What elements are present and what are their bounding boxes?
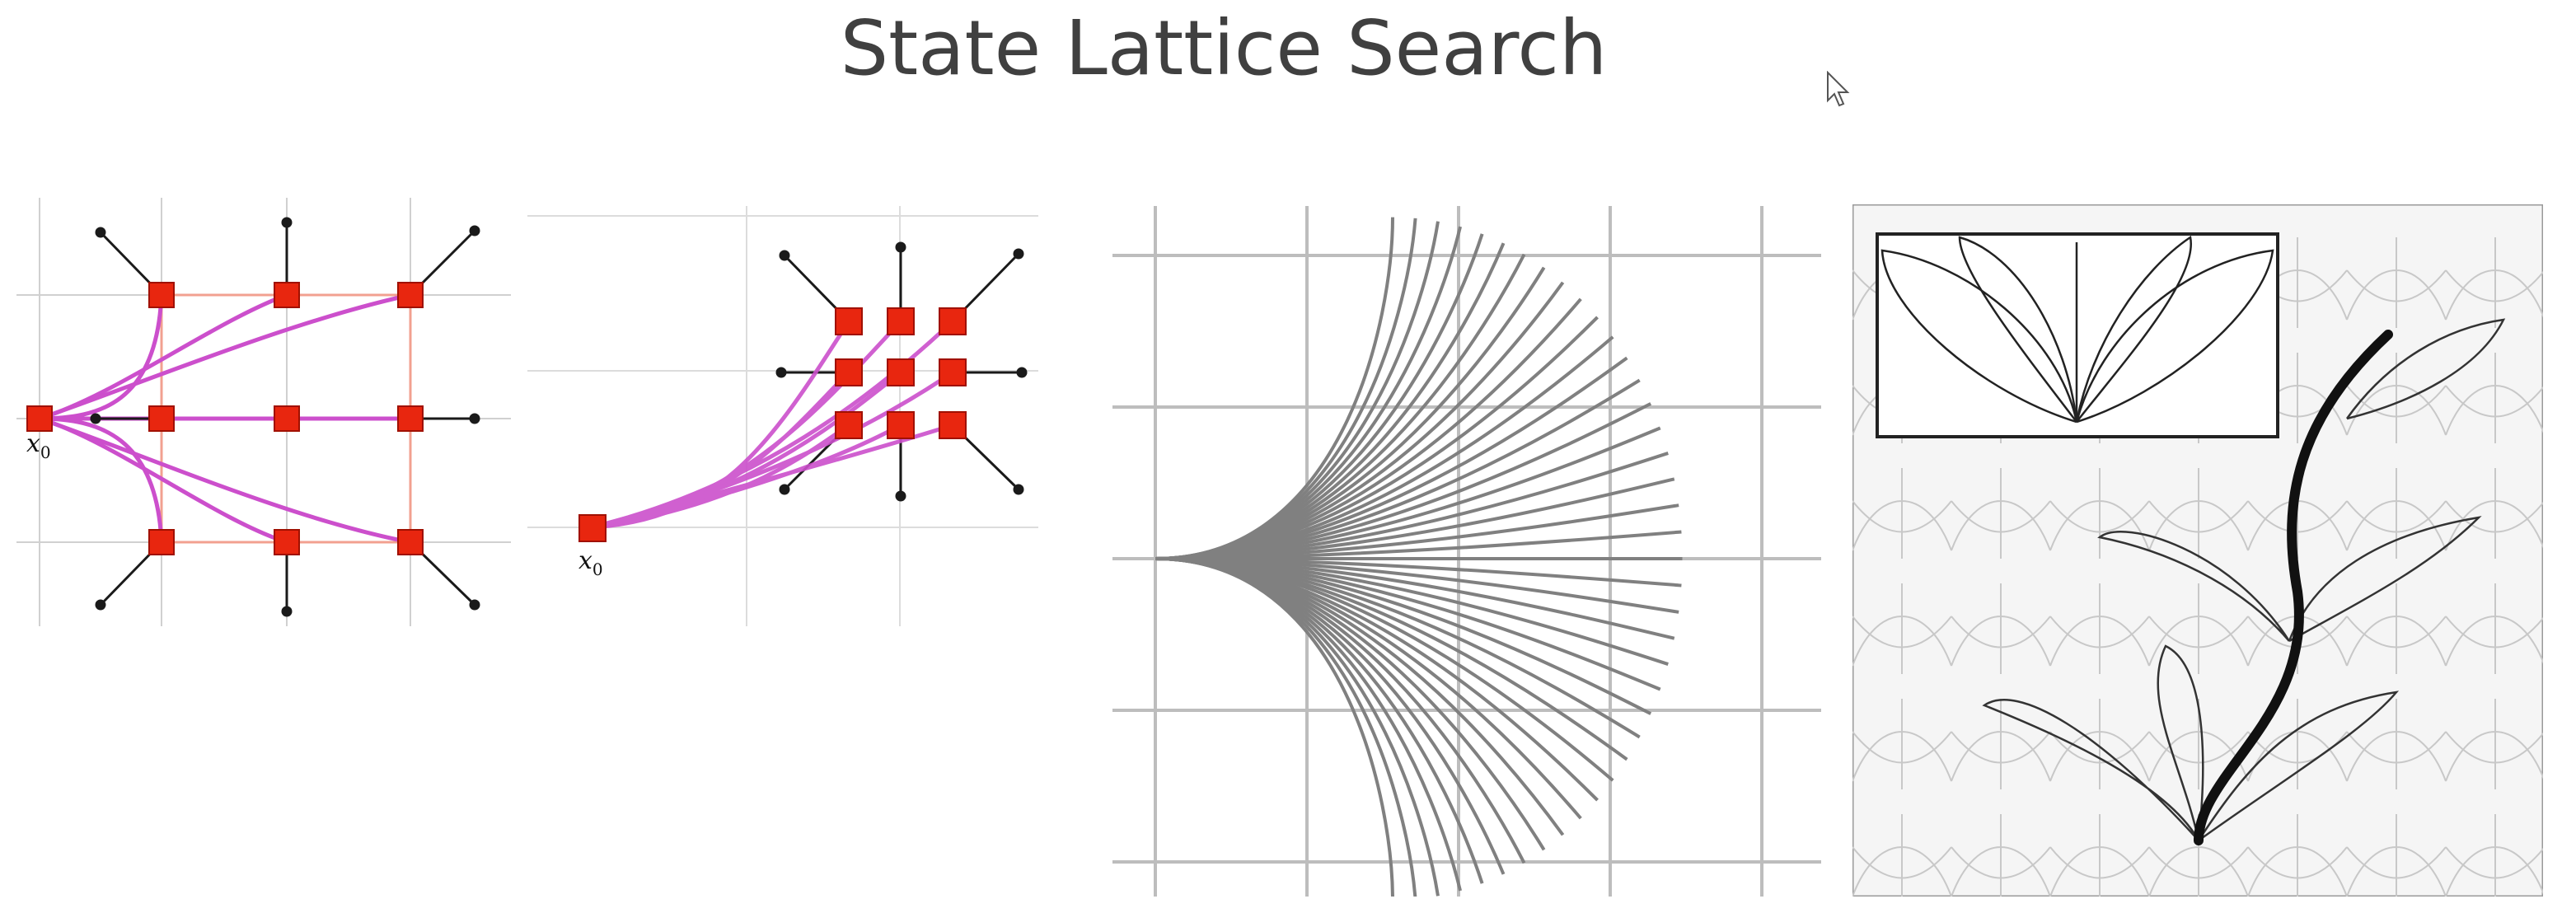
motion-primitives — [39, 293, 411, 545]
lattice-texture-cell — [2148, 583, 2249, 674]
motion-primitives — [591, 320, 954, 530]
lattice-nodes — [578, 307, 967, 542]
optimal-path — [2194, 330, 2393, 845]
lattice-texture-cell — [1951, 699, 2051, 789]
lattice-texture-cell — [1852, 468, 1952, 559]
inset-primitives-box — [1876, 232, 2279, 438]
lattice-texture-cell — [2346, 468, 2447, 559]
lattice-texture-cell — [2445, 353, 2543, 443]
lattice-texture-cell — [2346, 353, 2447, 443]
search-tree — [1982, 318, 2506, 842]
lattice-texture-cell — [2049, 468, 2150, 559]
state-lattice-diagram-offset: x0 — [527, 206, 1038, 626]
lattice-texture-cell — [1951, 583, 2051, 674]
lattice-texture-cell — [2346, 237, 2447, 328]
state-lattice-diagram-left: x0 — [16, 198, 511, 626]
lattice-texture-cell — [1852, 699, 1952, 789]
lattice-search-result — [1852, 204, 2543, 897]
fan-curve — [1155, 297, 1582, 560]
lattice-texture-cell — [2346, 583, 2447, 674]
start-state-label: x0 — [578, 546, 603, 579]
slide-title: State Lattice Search — [840, 4, 1608, 92]
lattice-texture-cell — [2049, 814, 2150, 897]
lattice-nodes — [26, 282, 424, 555]
lattice-texture-cell — [2247, 814, 2348, 897]
start-state-label: x0 — [26, 429, 51, 462]
lattice-texture-cell — [1852, 814, 1952, 897]
lattice-texture-cell — [2445, 468, 2543, 559]
lattice-texture-cell — [2445, 583, 2543, 674]
lattice-texture-cell — [2049, 583, 2150, 674]
lattice-texture-cell — [2148, 468, 2249, 559]
lattice-texture-cell — [2346, 814, 2447, 897]
successor-arrows — [90, 217, 480, 617]
lattice-texture-cell — [2049, 699, 2150, 789]
fan-curve — [1155, 557, 1582, 820]
fan-curve — [1155, 557, 1394, 897]
lattice-texture-cell — [1951, 814, 2051, 897]
lattice-texture-cell — [2445, 237, 2543, 328]
lattice-texture-cell — [2346, 699, 2447, 789]
mouse-pointer-icon — [1827, 71, 1850, 107]
motion-primitive-fan — [1112, 206, 1821, 897]
lattice-texture-cell — [1951, 468, 2051, 559]
lattice-texture-cell — [2445, 814, 2543, 897]
lattice-texture-cell — [1852, 583, 1952, 674]
fan-curves — [1155, 217, 1683, 897]
lattice-texture-cell — [2445, 699, 2543, 789]
